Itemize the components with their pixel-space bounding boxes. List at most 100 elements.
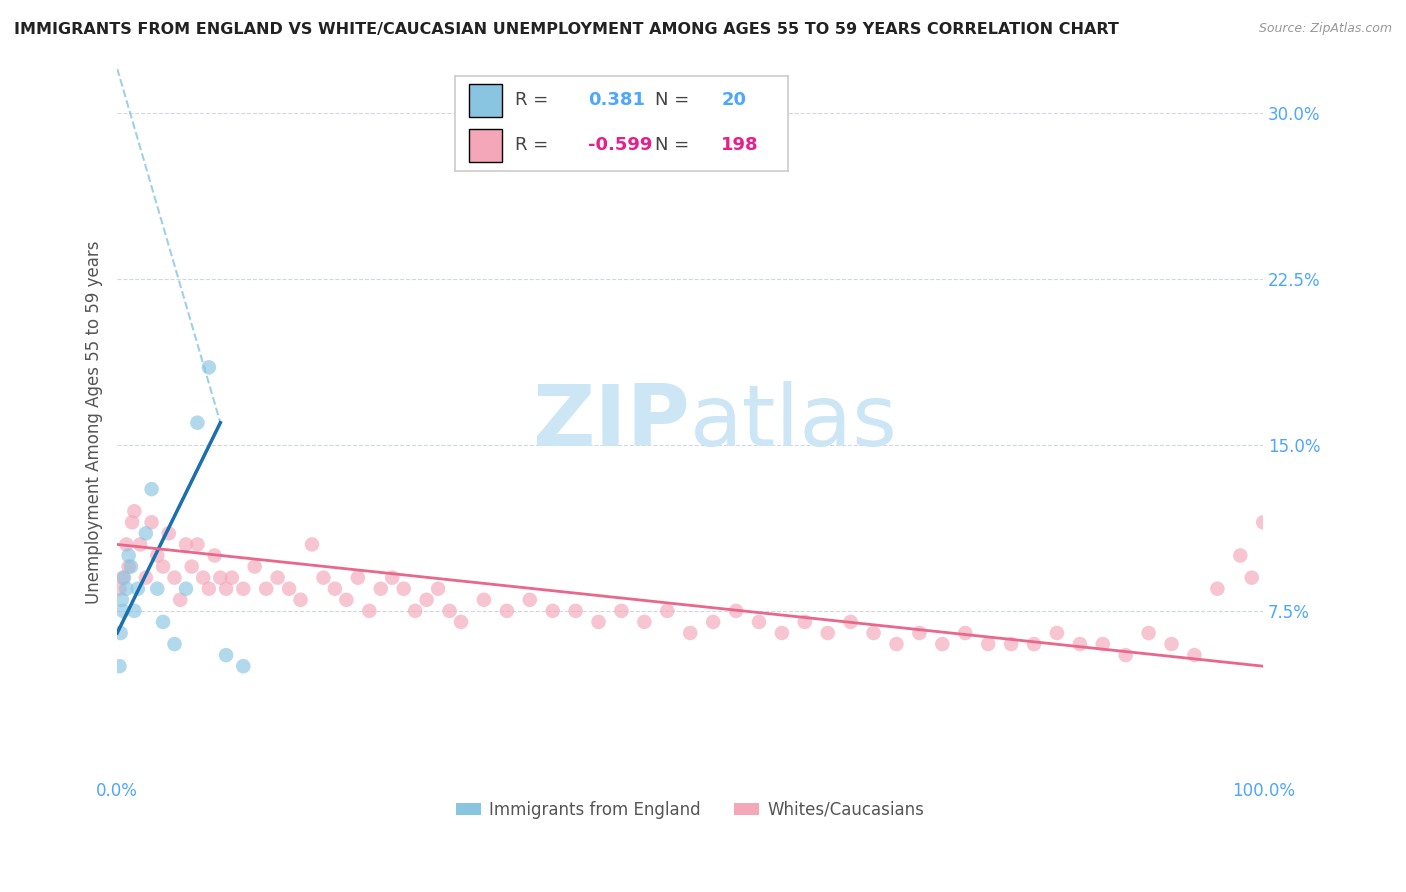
Point xyxy=(243,559,266,574)
Point xyxy=(439,604,461,618)
Point xyxy=(191,571,214,585)
Point xyxy=(121,516,143,530)
Point xyxy=(232,582,254,596)
Point xyxy=(141,516,163,530)
Point xyxy=(141,482,163,496)
Point xyxy=(725,604,748,618)
Point xyxy=(204,549,226,563)
Point xyxy=(370,582,392,596)
Point xyxy=(129,537,152,551)
Point xyxy=(186,537,208,551)
Point xyxy=(215,582,238,596)
Point xyxy=(541,604,564,618)
Point xyxy=(415,592,437,607)
Point xyxy=(1091,637,1114,651)
Point xyxy=(347,571,370,585)
Point xyxy=(1069,637,1091,651)
Point xyxy=(266,571,288,585)
Point xyxy=(146,582,169,596)
Y-axis label: Unemployment Among Ages 55 to 59 years: Unemployment Among Ages 55 to 59 years xyxy=(86,241,103,605)
Point xyxy=(146,549,169,563)
Point xyxy=(519,592,541,607)
Point xyxy=(254,582,277,596)
Point xyxy=(108,659,131,673)
Point xyxy=(862,626,884,640)
Point xyxy=(335,592,357,607)
Point xyxy=(977,637,1000,651)
Point xyxy=(679,626,702,640)
Point xyxy=(209,571,232,585)
Point xyxy=(770,626,793,640)
Point xyxy=(152,615,174,629)
Point xyxy=(312,571,335,585)
Point xyxy=(174,582,197,596)
Legend: Immigrants from England, Whites/Caucasians: Immigrants from England, Whites/Caucasia… xyxy=(450,794,931,825)
Point xyxy=(1206,582,1229,596)
Point xyxy=(1000,637,1022,651)
Point xyxy=(886,637,908,651)
Point xyxy=(118,559,141,574)
Point xyxy=(1240,571,1263,585)
Point xyxy=(221,571,243,585)
Point xyxy=(127,582,149,596)
Point xyxy=(610,604,633,618)
Point xyxy=(323,582,346,596)
Point xyxy=(301,537,323,551)
Point xyxy=(111,592,134,607)
Point xyxy=(169,592,191,607)
Point xyxy=(404,604,426,618)
Point xyxy=(1160,637,1182,651)
Point xyxy=(135,571,157,585)
Point xyxy=(118,549,141,563)
Text: atlas: atlas xyxy=(690,381,898,464)
Point xyxy=(495,604,517,618)
Point xyxy=(1229,549,1251,563)
Point xyxy=(588,615,610,629)
Point xyxy=(657,604,679,618)
Point xyxy=(215,648,238,662)
Point xyxy=(290,592,312,607)
Point xyxy=(817,626,839,640)
Text: IMMIGRANTS FROM ENGLAND VS WHITE/CAUCASIAN UNEMPLOYMENT AMONG AGES 55 TO 59 YEAR: IMMIGRANTS FROM ENGLAND VS WHITE/CAUCASI… xyxy=(14,22,1119,37)
Point xyxy=(278,582,301,596)
Point xyxy=(839,615,862,629)
Point xyxy=(198,582,221,596)
Point xyxy=(1251,516,1274,530)
Point xyxy=(163,637,186,651)
Point xyxy=(381,571,404,585)
Point xyxy=(135,526,157,541)
Point xyxy=(1046,626,1069,640)
Point xyxy=(111,571,134,585)
Point xyxy=(174,537,197,551)
Point xyxy=(793,615,815,629)
Point xyxy=(1137,626,1160,640)
Point xyxy=(450,615,472,629)
Point xyxy=(152,559,174,574)
Point xyxy=(157,526,180,541)
Point xyxy=(564,604,586,618)
Point xyxy=(1022,637,1045,651)
Point xyxy=(908,626,931,640)
Point xyxy=(633,615,655,629)
Point xyxy=(124,504,146,518)
Point xyxy=(1184,648,1206,662)
Point xyxy=(748,615,770,629)
Point xyxy=(115,582,138,596)
Point xyxy=(392,582,415,596)
Point xyxy=(163,571,186,585)
Point xyxy=(931,637,953,651)
Point xyxy=(186,416,208,430)
Point xyxy=(112,571,135,585)
Point xyxy=(108,582,131,596)
Point xyxy=(180,559,202,574)
Text: ZIP: ZIP xyxy=(533,381,690,464)
Point xyxy=(232,659,254,673)
Point xyxy=(359,604,381,618)
Point xyxy=(120,559,142,574)
Point xyxy=(115,537,138,551)
Point xyxy=(472,592,495,607)
Point xyxy=(702,615,724,629)
Point xyxy=(198,360,221,375)
Point xyxy=(111,604,134,618)
Point xyxy=(955,626,977,640)
